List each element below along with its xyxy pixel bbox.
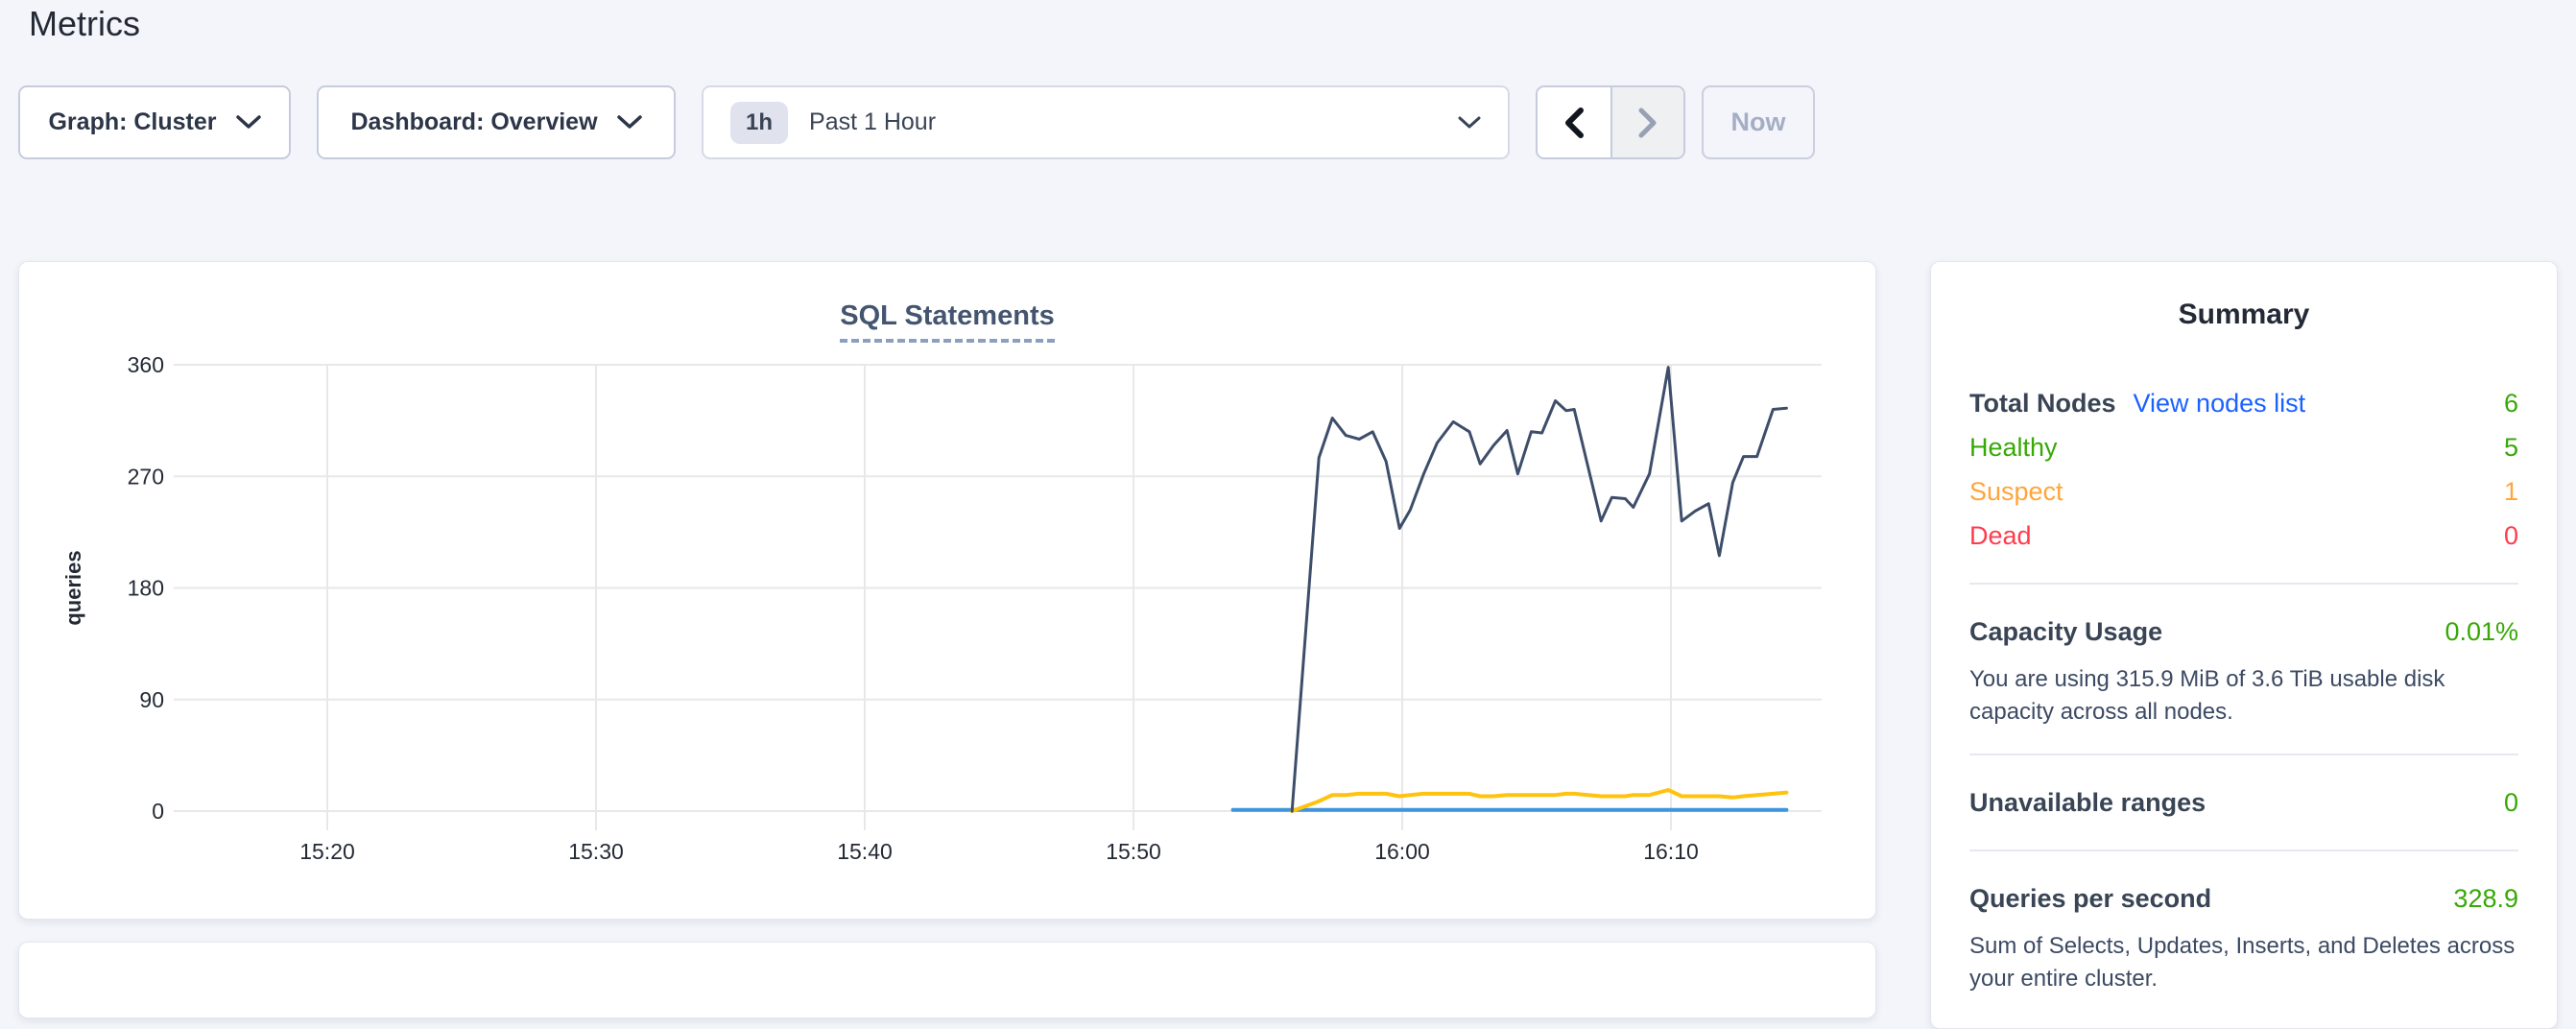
chevron-down-icon <box>616 115 642 129</box>
svg-text:16:00: 16:00 <box>1374 839 1430 864</box>
summary-panel: Summary Total Nodes View nodes list 6 He… <box>1930 261 2558 1029</box>
now-button[interactable]: Now <box>1702 85 1815 159</box>
dashboard-dropdown[interactable]: Dashboard: Overview <box>317 85 676 159</box>
sql-statements-chart-panel: 0 90 180 270 360 15:20 15:30 15:40 15:50 16:00 16:… <box>18 261 1876 920</box>
time-range-selector[interactable]: 1h Past 1 Hour <box>702 85 1510 159</box>
dashboard-dropdown-label: Dashboard: Overview <box>350 108 598 135</box>
queries-per-second-row: Queries per second 328.9 <box>1969 876 2518 921</box>
svg-text:16:10: 16:10 <box>1643 839 1699 864</box>
capacity-usage-value: 0.01% <box>2445 616 2518 646</box>
svg-text:queries: queries <box>61 550 85 625</box>
time-range-label: Past 1 Hour <box>809 108 937 135</box>
next-chart-panel <box>18 942 1876 1018</box>
healthy-value: 5 <box>2503 432 2518 462</box>
unavailable-ranges-row: Unavailable ranges 0 <box>1969 780 2518 825</box>
svg-text:15:20: 15:20 <box>299 839 355 864</box>
dead-nodes-row: Dead 0 <box>1969 514 2518 558</box>
time-window-pager <box>1536 85 1685 159</box>
graph-dropdown[interactable]: Graph: Cluster <box>18 85 291 159</box>
chevron-down-icon <box>235 115 261 129</box>
queries-per-second-description: Sum of Selects, Updates, Inserts, and De… <box>1969 933 2516 993</box>
total-nodes-value: 6 <box>2503 388 2518 418</box>
divider <box>1969 850 2518 852</box>
chevron-right-icon <box>1638 108 1657 137</box>
capacity-usage-row: Capacity Usage 0.01% <box>1969 610 2518 654</box>
previous-time-window-button[interactable] <box>1538 87 1610 157</box>
svg-text:180: 180 <box>128 576 164 601</box>
view-nodes-list-link[interactable]: View nodes list <box>2133 388 2306 418</box>
svg-text:0: 0 <box>152 799 164 824</box>
chevron-left-icon <box>1565 107 1584 138</box>
graph-dropdown-label: Graph: Cluster <box>48 108 217 135</box>
sql-statements-chart[interactable]: 0 90 180 270 360 15:20 15:30 15:40 15:50 16:00 16:… <box>19 262 1877 896</box>
suspect-nodes-row: Suspect 1 <box>1969 469 2518 514</box>
chevron-down-icon <box>1458 116 1481 128</box>
capacity-usage-description: You are using 315.9 MiB of 3.6 TiB usabl… <box>1969 666 2445 726</box>
queries-per-second-label: Queries per second <box>1969 883 2212 913</box>
svg-text:360: 360 <box>128 352 164 377</box>
total-nodes-row: Total Nodes View nodes list 6 <box>1969 381 2518 425</box>
divider <box>1969 583 2518 585</box>
page-title: Metrics <box>29 4 140 43</box>
svg-text:90: 90 <box>139 687 164 712</box>
healthy-label: Healthy <box>1969 432 2058 462</box>
suspect-value: 1 <box>2503 476 2518 506</box>
healthy-nodes-row: Healthy 5 <box>1969 425 2518 469</box>
chart-title[interactable]: SQL Statements <box>840 300 1055 343</box>
total-nodes-label: Total Nodes <box>1969 388 2116 418</box>
queries-per-second-value: 328.9 <box>2453 883 2518 913</box>
summary-title: Summary <box>2178 299 2310 330</box>
metrics-page: { "page": { "title": "Metrics", "backgro… <box>18 4 2558 1029</box>
suspect-label: Suspect <box>1969 476 2063 506</box>
unavailable-ranges-label: Unavailable ranges <box>1969 787 2206 817</box>
time-range-badge: 1h <box>730 101 789 144</box>
svg-text:15:40: 15:40 <box>837 839 893 864</box>
svg-text:15:30: 15:30 <box>568 839 624 864</box>
divider <box>1969 754 2518 756</box>
dead-label: Dead <box>1969 520 2032 550</box>
svg-text:15:50: 15:50 <box>1106 839 1161 864</box>
svg-text:270: 270 <box>128 464 164 489</box>
unavailable-ranges-value: 0 <box>2503 787 2518 817</box>
next-time-window-button[interactable] <box>1610 87 1683 157</box>
dead-value: 0 <box>2503 520 2518 550</box>
capacity-usage-label: Capacity Usage <box>1969 616 2163 646</box>
